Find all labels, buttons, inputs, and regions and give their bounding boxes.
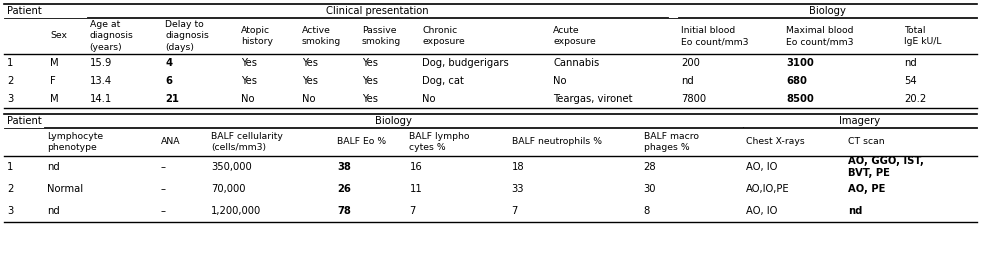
Text: Sex: Sex [50,32,68,40]
Text: Normal: Normal [47,184,82,194]
Text: M: M [50,58,59,68]
Text: Cannabis: Cannabis [553,58,599,68]
Text: Biology: Biology [375,116,412,126]
Text: 16: 16 [409,162,422,172]
Text: 30: 30 [644,184,656,194]
Text: BALF Eo %: BALF Eo % [337,137,387,147]
Text: Chronic
exposure: Chronic exposure [422,26,465,46]
Text: 70,000: 70,000 [211,184,245,194]
Text: nd: nd [47,206,60,216]
Text: 3: 3 [7,206,14,216]
Text: Acute
exposure: Acute exposure [553,26,595,46]
Text: 26: 26 [337,184,351,194]
Text: Yes: Yes [241,76,257,86]
Text: 3100: 3100 [786,58,814,68]
Text: Atopic
history: Atopic history [241,26,274,46]
Text: Active
smoking: Active smoking [301,26,341,46]
Text: BALF neutrophils %: BALF neutrophils % [511,137,601,147]
Text: Teargas, vironet: Teargas, vironet [553,94,633,104]
Text: BALF cellularity
(cells/mm3): BALF cellularity (cells/mm3) [211,132,284,152]
Text: –: – [161,206,166,216]
Text: 18: 18 [511,162,524,172]
Text: F: F [50,76,56,86]
Text: AO, IO: AO, IO [746,162,777,172]
Text: Chest X-rays: Chest X-rays [746,137,804,147]
Text: Yes: Yes [301,76,318,86]
Text: 7: 7 [511,206,518,216]
Text: Yes: Yes [301,58,318,68]
Text: 20.2: 20.2 [904,94,926,104]
Text: Yes: Yes [241,58,257,68]
Text: 7800: 7800 [682,94,706,104]
Text: nd: nd [47,162,60,172]
Text: 78: 78 [337,206,351,216]
Text: Passive
smoking: Passive smoking [362,26,401,46]
Text: AO, GGO, IST,
BVT, PE: AO, GGO, IST, BVT, PE [848,156,924,178]
Text: BALF macro
phages %: BALF macro phages % [644,132,698,152]
Text: BALF lympho
cytes %: BALF lympho cytes % [409,132,470,152]
Text: CT scan: CT scan [848,137,885,147]
Text: Patient: Patient [7,6,42,16]
Text: Initial blood
Eo count/mm3: Initial blood Eo count/mm3 [682,26,749,46]
Text: No: No [301,94,315,104]
Text: Lymphocyte
phenotype: Lymphocyte phenotype [47,132,103,152]
Text: 8: 8 [644,206,649,216]
Text: nd: nd [848,206,862,216]
Text: 1: 1 [7,162,14,172]
Text: Dog, budgerigars: Dog, budgerigars [422,58,509,68]
Text: 33: 33 [511,184,524,194]
Text: 200: 200 [682,58,700,68]
Text: 2: 2 [7,184,14,194]
Text: Clinical presentation: Clinical presentation [326,6,429,16]
Text: No: No [553,76,567,86]
Text: AO,IO,PE: AO,IO,PE [746,184,790,194]
Text: Imagery: Imagery [840,116,880,126]
Text: 680: 680 [786,76,807,86]
Text: AO, PE: AO, PE [848,184,885,194]
Text: Delay to
diagnosis
(days): Delay to diagnosis (days) [166,20,209,52]
Text: Total
IgE kU/L: Total IgE kU/L [904,26,942,46]
Text: 28: 28 [644,162,656,172]
Text: M: M [50,94,59,104]
Text: 54: 54 [904,76,916,86]
Text: 13.4: 13.4 [89,76,112,86]
Text: Age at
diagnosis
(years): Age at diagnosis (years) [89,20,133,52]
Text: 6: 6 [166,76,173,86]
Text: 11: 11 [409,184,422,194]
Text: Patient: Patient [7,116,42,126]
Text: Yes: Yes [362,76,378,86]
Text: –: – [161,184,166,194]
Text: 8500: 8500 [786,94,814,104]
Text: Maximal blood
Eo count/mm3: Maximal blood Eo count/mm3 [786,26,853,46]
Text: Dog, cat: Dog, cat [422,76,464,86]
Text: 2: 2 [7,76,14,86]
Text: 7: 7 [409,206,416,216]
Text: No: No [241,94,255,104]
Text: ANA: ANA [161,137,181,147]
Text: 1: 1 [7,58,14,68]
Text: 38: 38 [337,162,351,172]
Text: No: No [422,94,436,104]
Text: Yes: Yes [362,94,378,104]
Text: 1,200,000: 1,200,000 [211,206,262,216]
Text: 3: 3 [7,94,14,104]
Text: 15.9: 15.9 [89,58,112,68]
Text: Biology: Biology [809,6,847,16]
Text: nd: nd [904,58,917,68]
Text: Yes: Yes [362,58,378,68]
Text: nd: nd [682,76,695,86]
Text: 21: 21 [166,94,180,104]
Text: 14.1: 14.1 [89,94,112,104]
Text: 4: 4 [166,58,173,68]
Text: 350,000: 350,000 [211,162,252,172]
Text: –: – [161,162,166,172]
Text: AO, IO: AO, IO [746,206,777,216]
